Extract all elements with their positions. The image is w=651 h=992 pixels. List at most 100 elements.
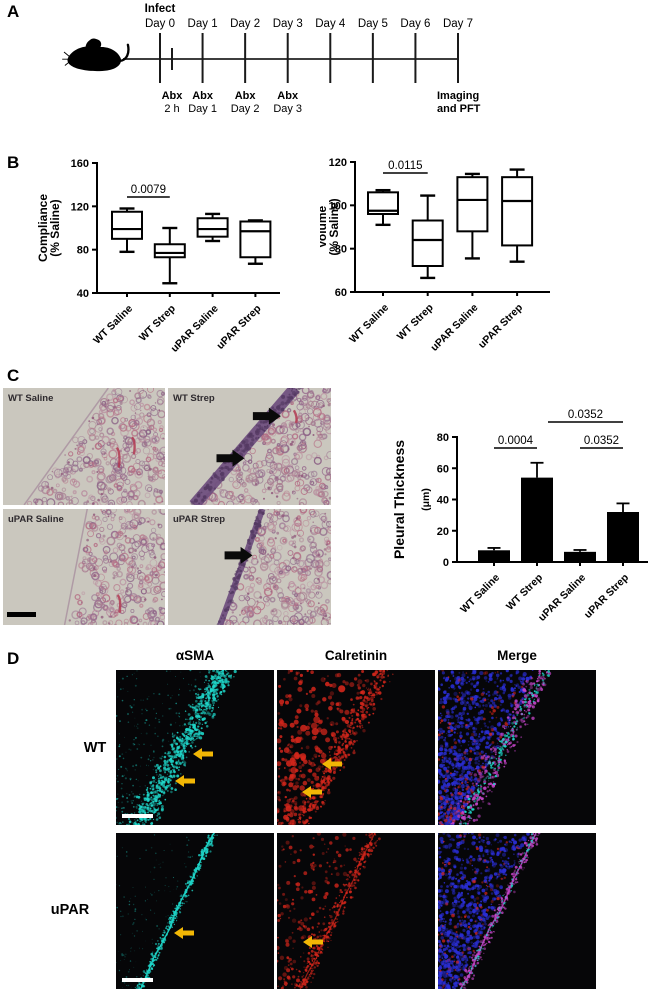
bar	[564, 551, 596, 562]
bar	[478, 550, 510, 562]
box	[196, 217, 229, 238]
scale-bar	[7, 612, 36, 617]
y-axis-label: (% Saline)	[48, 199, 62, 256]
histology-image-label: uPAR Strep	[173, 514, 225, 525]
y-axis-label: Volume	[320, 205, 329, 248]
y-axis-label: Compliance	[36, 194, 50, 262]
row-label-upar: uPAR	[50, 902, 90, 918]
significance-label: 0.0004	[498, 435, 534, 447]
panel-a-label: A	[7, 2, 20, 21]
fluorescence-image-wt-calretinin	[277, 670, 435, 825]
marker-arrow-icon	[322, 758, 342, 770]
pleura-arrow-icon	[224, 546, 253, 564]
endpoint-label-line2: and PFT	[437, 103, 481, 115]
abx-label: Abx	[235, 90, 257, 102]
y-tick-label: 120	[71, 201, 89, 213]
bar	[521, 477, 553, 562]
abx-label: Abx	[162, 90, 184, 102]
fluorescence-image-wt-asma	[116, 670, 274, 825]
day-label: Day 2	[230, 18, 260, 30]
panel-b-label: B	[7, 153, 20, 172]
marker-arrow-icon	[302, 786, 322, 798]
significance-label: 0.0115	[388, 160, 422, 172]
significance-label: 0.0352	[568, 409, 603, 421]
histology-image-upar-saline: uPAR Saline	[3, 509, 165, 625]
abx-label: Abx	[192, 90, 214, 102]
fluorescence-image-upar-merge	[438, 833, 596, 989]
bar	[607, 512, 639, 562]
y-axis-label: (% Saline)	[327, 198, 341, 255]
y-tick-label: 160	[71, 158, 89, 170]
y-tick-label: 120	[329, 157, 347, 169]
x-category-label: WT Strep	[137, 303, 178, 344]
x-category-label: WT Strep	[395, 302, 436, 343]
pleura-arrow-icon	[252, 407, 281, 425]
fluorescence-image-upar-asma	[116, 833, 274, 989]
x-category-label: WT Saline	[91, 303, 135, 347]
histology-image-label: WT Saline	[8, 393, 53, 404]
day-label: Day 0	[145, 18, 175, 30]
column-header-merge: Merge	[497, 648, 537, 663]
x-category-label: WT Saline	[458, 572, 502, 616]
day-label: Day 4	[315, 18, 346, 30]
box	[411, 219, 444, 267]
day-label: Day 3	[273, 18, 303, 30]
y-tick-label: 60	[335, 287, 347, 299]
histology-image-wt-saline: WT Saline	[3, 388, 165, 505]
day-label: Day 6	[400, 18, 430, 30]
box	[239, 220, 272, 259]
y-tick-label: 20	[437, 526, 449, 538]
y-tick-label: 80	[77, 245, 89, 257]
histology-image-wt-strep: WT Strep	[168, 388, 331, 505]
abx-sublabel: Day 3	[273, 103, 302, 115]
y-axis-label: (μm)	[420, 488, 432, 511]
histology-image-upar-strep: uPAR Strep	[168, 509, 331, 625]
box	[367, 191, 399, 215]
marker-arrow-icon	[303, 936, 323, 948]
box	[456, 176, 489, 233]
y-tick-label: 40	[77, 288, 89, 300]
column-header-calretinin: Calretinin	[324, 648, 388, 663]
abx-label: Abx	[277, 90, 299, 102]
abx-sublabel: 2 h	[164, 103, 179, 115]
endpoint-label-line1: Imaging	[437, 90, 479, 102]
marker-arrow-icon	[174, 927, 194, 939]
panel-a-timeline-diagram: Infect Day 0 Day 1 Day 2 Day 3 Day 4 Day 5 Day …	[62, 3, 481, 115]
panel-c-label: C	[7, 366, 20, 385]
significance-label: 0.0352	[584, 435, 619, 447]
x-category-label: uPAR Strep	[582, 572, 631, 621]
y-axis-label: Pleural Thickness	[391, 440, 407, 559]
fluorescence-image-wt-merge	[438, 670, 596, 825]
box	[501, 176, 534, 247]
marker-arrow-icon	[193, 748, 213, 760]
day-label: Day 7	[443, 18, 473, 30]
pleura-arrow-icon	[216, 449, 245, 467]
y-tick-label: 0	[443, 557, 449, 569]
y-tick-label: 80	[335, 244, 347, 256]
y-tick-label: 40	[437, 495, 449, 507]
histology-image-label: uPAR Saline	[8, 514, 64, 525]
day-label: Day 5	[358, 18, 388, 30]
abx-sublabel: Day 1	[188, 103, 217, 115]
y-tick-label: 80	[437, 432, 449, 444]
fluorescence-image-upar-calretinin	[277, 833, 435, 989]
histology-image-label: WT Strep	[173, 393, 215, 404]
marker-arrow-icon	[175, 775, 195, 787]
row-label-wt: WT	[83, 740, 107, 756]
box	[153, 243, 186, 259]
abx-sublabel: Day 2	[231, 103, 260, 115]
scale-bar	[122, 978, 153, 982]
panel-d-label: D	[7, 649, 20, 668]
significance-label: 0.0079	[131, 184, 166, 196]
infect-label: Infect	[145, 3, 176, 15]
x-category-label: uPAR Strep	[214, 303, 263, 352]
x-category-label: uPAR Strep	[476, 302, 525, 351]
x-category-label: WT Saline	[347, 302, 391, 346]
column-header-asma: αSMA	[175, 648, 215, 663]
mouse-icon	[62, 38, 130, 72]
x-category-label: WT Strep	[504, 572, 545, 613]
x-category-label: uPAR Saline	[428, 302, 480, 354]
